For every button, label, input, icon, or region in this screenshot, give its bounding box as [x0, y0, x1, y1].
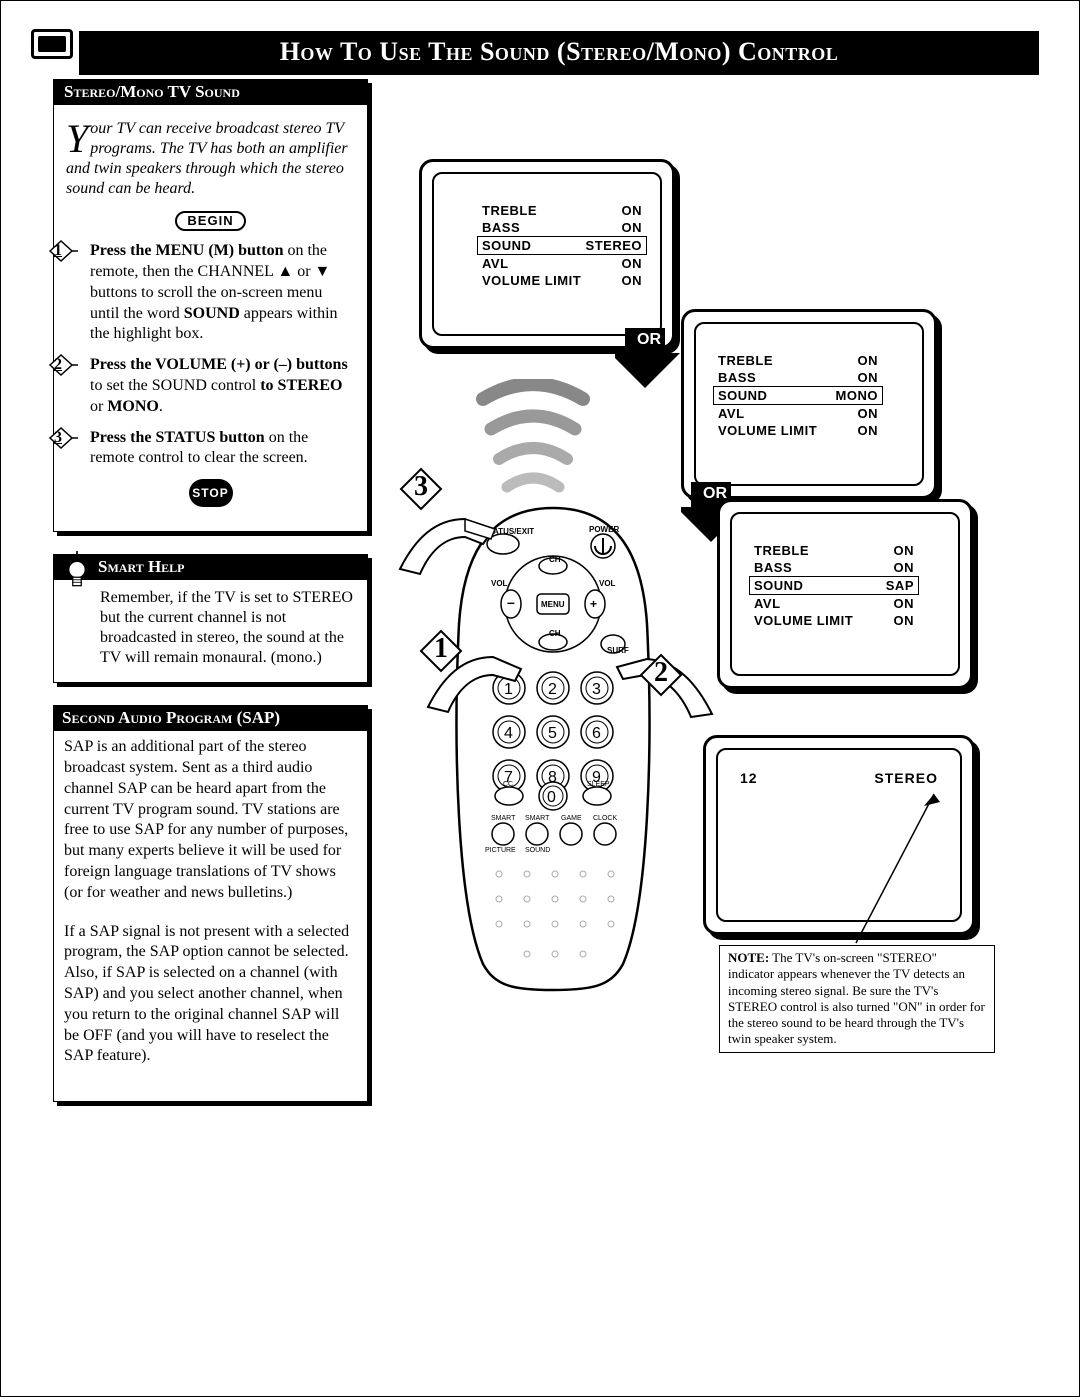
step-marker: 3 — [44, 426, 78, 450]
menu-row: VOLUME LIMITON — [718, 422, 878, 439]
sap-box: Second Audio Program (SAP) SAP is an add… — [53, 705, 368, 1102]
callout-3: 3 — [399, 467, 443, 511]
menu-label: MENU — [541, 600, 565, 609]
instructions-box: Stereo/Mono TV Sound Your TV can receive… — [53, 79, 368, 532]
menu-row: AVLON — [754, 595, 914, 612]
callout-3-num: 3 — [399, 467, 443, 507]
callout-1-num: 1 — [419, 629, 463, 669]
stop-marker: STOP — [66, 479, 355, 507]
tv-icon — [31, 29, 73, 59]
sap-header: Second Audio Program (SAP) — [54, 706, 367, 731]
menu-mono: TREBLEONBASSONSOUNDMONOAVLONVOLUME LIMIT… — [718, 352, 878, 439]
vol-label-r: VOL — [599, 579, 615, 588]
callout-2-num: 2 — [639, 653, 683, 693]
lightbulb-icon — [60, 551, 94, 595]
menu-row: SOUNDSAP — [750, 577, 918, 594]
game-label: GAME — [561, 815, 582, 822]
power-label: POWER — [589, 525, 619, 534]
menu-row: VOLUME LIMITON — [754, 612, 914, 629]
ch-label-b: CH — [549, 629, 561, 638]
content: Stereo/Mono TV Sound Your TV can receive… — [53, 79, 1029, 1366]
begin-marker: BEGIN — [66, 211, 355, 231]
begin-label: BEGIN — [175, 211, 245, 231]
menu-row: TREBLEON — [754, 542, 914, 559]
indicator-mode: STEREO — [874, 770, 938, 786]
menu-row: AVLON — [718, 405, 878, 422]
steps-list: 1Press the MENU (M) button on the remote… — [66, 241, 355, 469]
smart-label-1: SMART — [491, 815, 515, 822]
step-2: 2Press the VOLUME (+) or (–) buttons to … — [66, 355, 355, 417]
menu-stereo: TREBLEONBASSONSOUNDSTEREOAVLONVOLUME LIM… — [482, 202, 642, 289]
stop-label: STOP — [189, 479, 233, 507]
page-title: How To Use The Sound (Stereo/Mono) Contr… — [79, 31, 1039, 75]
svg-text:+: + — [590, 597, 597, 611]
step-marker: 1 — [44, 239, 78, 263]
menu-row: VOLUME LIMITON — [482, 272, 642, 289]
illustration: TREBLEONBASSONSOUNDSTEREOAVLONVOLUME LIM… — [383, 99, 1029, 1366]
svg-text:5: 5 — [548, 725, 557, 742]
sap-p2: If a SAP signal is not present with a se… — [64, 922, 357, 1068]
sap-p1: SAP is an additional part of the stereo … — [64, 737, 357, 903]
svg-text:–: – — [507, 594, 515, 610]
tv-screen-stereo: TREBLEONBASSONSOUNDSTEREOAVLONVOLUME LIM… — [419, 159, 675, 349]
picture-label: PICTURE — [485, 847, 516, 854]
page: How To Use The Sound (Stereo/Mono) Contr… — [0, 0, 1080, 1397]
left-column: Stereo/Mono TV Sound Your TV can receive… — [53, 79, 368, 1124]
tv-screen-indicator: 12 STEREO — [703, 735, 975, 935]
cc-label: CC — [503, 781, 513, 788]
menu-row: AVLON — [482, 255, 642, 272]
svg-text:2: 2 — [548, 681, 557, 698]
menu-row: SOUNDMONO — [714, 387, 882, 404]
menu-row: TREBLEON — [482, 202, 642, 219]
ch-label-t: CH — [549, 555, 561, 564]
intro-text: our TV can receive broadcast stereo TV p… — [66, 120, 348, 197]
smarthelp-box: Smart Help Remember, if the TV is set to… — [53, 554, 368, 683]
title-text: How To Use The Sound (Stereo/Mono) Contr… — [280, 37, 839, 66]
instructions-body: Your TV can receive broadcast stereo TV … — [54, 105, 367, 531]
indicator-channel: 12 — [740, 770, 758, 786]
tv-screen-mono: TREBLEONBASSONSOUNDMONOAVLONVOLUME LIMIT… — [681, 309, 937, 499]
step-marker: 2 — [44, 353, 78, 377]
menu-row: SOUNDSTEREO — [478, 237, 646, 254]
clock-label: CLOCK — [593, 815, 617, 822]
menu-row: BASSON — [718, 369, 878, 386]
sleep-label: SLEEP — [587, 781, 610, 788]
menu-sap: TREBLEONBASSONSOUNDSAPAVLONVOLUME LIMITO… — [754, 542, 914, 629]
svg-text:0: 0 — [547, 789, 556, 806]
menu-row: BASSON — [754, 559, 914, 576]
menu-row: TREBLEON — [718, 352, 878, 369]
intro-paragraph: Your TV can receive broadcast stereo TV … — [66, 119, 355, 199]
smart-label-2: SMART — [525, 815, 549, 822]
callout-1: 1 — [419, 629, 463, 673]
sound-label: SOUND — [525, 847, 550, 854]
note-box: NOTE: The TV's on-screen "STEREO" indica… — [719, 945, 995, 1053]
smarthelp-body: Remember, if the TV is set to STEREO but… — [54, 580, 367, 682]
svg-text:4: 4 — [504, 725, 513, 742]
smarthelp-header: Smart Help — [54, 555, 367, 580]
menu-row: BASSON — [482, 219, 642, 236]
callout-2: 2 — [639, 653, 683, 697]
instructions-header: Stereo/Mono TV Sound — [54, 80, 367, 105]
sap-body: SAP is an additional part of the stereo … — [54, 737, 367, 1095]
step-3: 3Press the STATUS button on the remote c… — [66, 428, 355, 470]
tv-screen-sap: TREBLEONBASSONSOUNDSAPAVLONVOLUME LIMITO… — [717, 499, 973, 689]
indicator-arrow — [846, 788, 966, 948]
or-label-1: OR — [619, 331, 679, 349]
step-1: 1Press the MENU (M) button on the remote… — [66, 241, 355, 345]
dropcap: Y — [66, 119, 90, 155]
